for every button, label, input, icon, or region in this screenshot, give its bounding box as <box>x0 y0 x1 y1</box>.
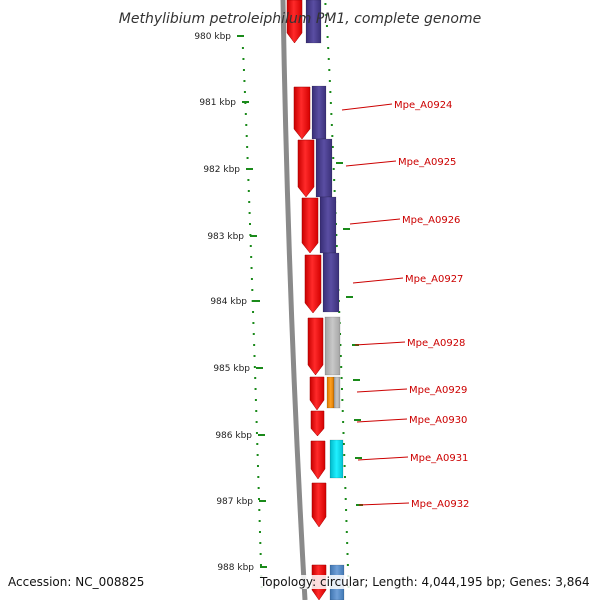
gene-leader-line <box>356 418 408 423</box>
gene-leader-line <box>352 277 404 284</box>
gene-labels: Mpe_A0924 Mpe_A0925 Mpe_A0926 Mpe_A0927 Mpe_… <box>341 100 469 510</box>
cds-block <box>324 316 341 376</box>
gene-label: Mpe_A0932 <box>411 499 469 510</box>
forward-gene-arrow <box>310 440 326 480</box>
topology-text: Topology: circular; Length: 4,044,195 bp… <box>260 575 590 589</box>
scale-tick-label: 981 kbp <box>199 98 236 108</box>
gene-leader-line <box>354 341 406 346</box>
feature-tracks <box>286 0 345 600</box>
scale-tick-label: 980 kbp <box>194 32 231 42</box>
scale-tick-label: 982 kbp <box>203 165 240 175</box>
scale-tick-label: 985 kbp <box>213 364 250 374</box>
cds-block <box>319 196 337 254</box>
scale-track: 980 kbp 981 kbp 982 kbp 983 kbp 984 kbp 985 k… <box>194 32 267 573</box>
gene-leader-line <box>345 160 397 167</box>
gene-label: Mpe_A0931 <box>410 453 468 464</box>
cds-block <box>322 252 340 313</box>
gene-leader-line <box>349 218 401 225</box>
cds-block <box>326 376 335 409</box>
forward-gene-arrow <box>301 197 319 254</box>
cds-block <box>329 439 344 479</box>
forward-gene-arrow <box>297 139 315 198</box>
genome-backbone <box>280 0 308 600</box>
gene-label: Mpe_A0925 <box>398 157 456 168</box>
forward-gene-arrow <box>309 376 325 411</box>
cds-block <box>305 0 322 44</box>
cds-block <box>311 85 327 140</box>
forward-gene-arrow <box>293 86 311 140</box>
gene-leader-line <box>356 388 408 393</box>
scale-tick-label: 987 kbp <box>216 497 253 507</box>
gene-label: Mpe_A0927 <box>405 274 463 285</box>
forward-gene-arrow <box>304 254 322 314</box>
forward-gene-arrow <box>311 482 327 528</box>
accession-text: Accession: NC_008825 <box>8 575 145 589</box>
gene-leader-line <box>358 502 410 506</box>
scale-tick-label: 984 kbp <box>210 297 247 307</box>
forward-gene-arrow <box>310 410 325 437</box>
scale-tick-label: 983 kbp <box>207 232 244 242</box>
gene-label: Mpe_A0926 <box>402 215 460 226</box>
gene-label: Mpe_A0929 <box>409 385 467 396</box>
map-title: Methylibium petroleiphilum PM1, complete… <box>119 11 481 27</box>
cds-block <box>315 138 333 198</box>
gene-label: Mpe_A0928 <box>407 338 465 349</box>
scale-tick-label: 986 kbp <box>215 431 252 441</box>
gene-leader-line <box>341 103 393 111</box>
gene-label: Mpe_A0930 <box>409 415 467 426</box>
cds-block <box>333 376 341 409</box>
gene-label: Mpe_A0924 <box>394 100 452 111</box>
gene-leader-line <box>357 456 409 461</box>
scale-tick-label: 988 kbp <box>217 563 254 573</box>
forward-gene-arrow <box>286 0 303 44</box>
forward-gene-arrow <box>307 317 324 376</box>
